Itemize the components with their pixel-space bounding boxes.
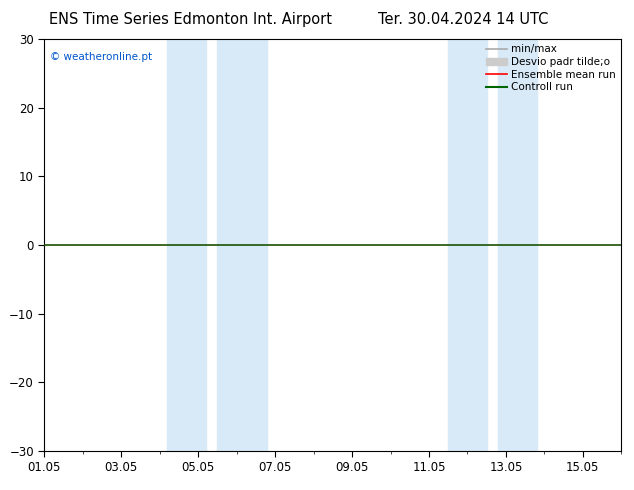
Legend: min/max, Desvio padr tilde;o, Ensemble mean run, Controll run: min/max, Desvio padr tilde;o, Ensemble m…	[483, 41, 619, 96]
Bar	[167, 39, 206, 451]
Text: ENS Time Series Edmonton Int. Airport: ENS Time Series Edmonton Int. Airport	[49, 12, 332, 27]
Bar	[448, 39, 487, 451]
Text: © weatheronline.pt: © weatheronline.pt	[50, 51, 152, 62]
Bar	[498, 39, 537, 451]
Bar	[217, 39, 268, 451]
Text: Ter. 30.04.2024 14 UTC: Ter. 30.04.2024 14 UTC	[378, 12, 548, 27]
